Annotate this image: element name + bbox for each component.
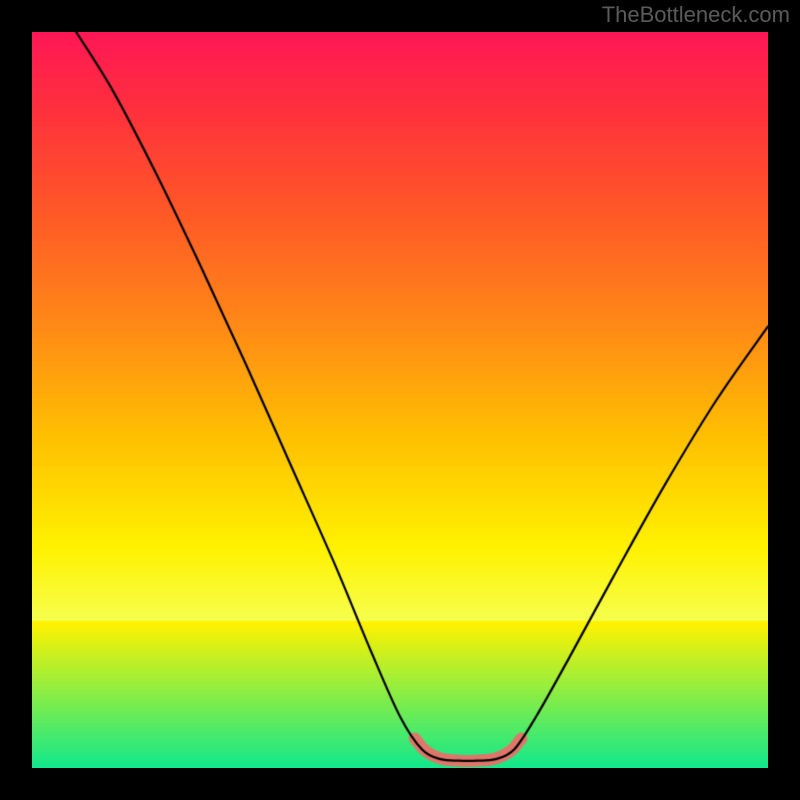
chart-stage: TheBottleneck.com bbox=[0, 0, 800, 800]
watermark-text: TheBottleneck.com bbox=[602, 2, 790, 28]
bottleneck-curve-chart bbox=[32, 32, 768, 768]
